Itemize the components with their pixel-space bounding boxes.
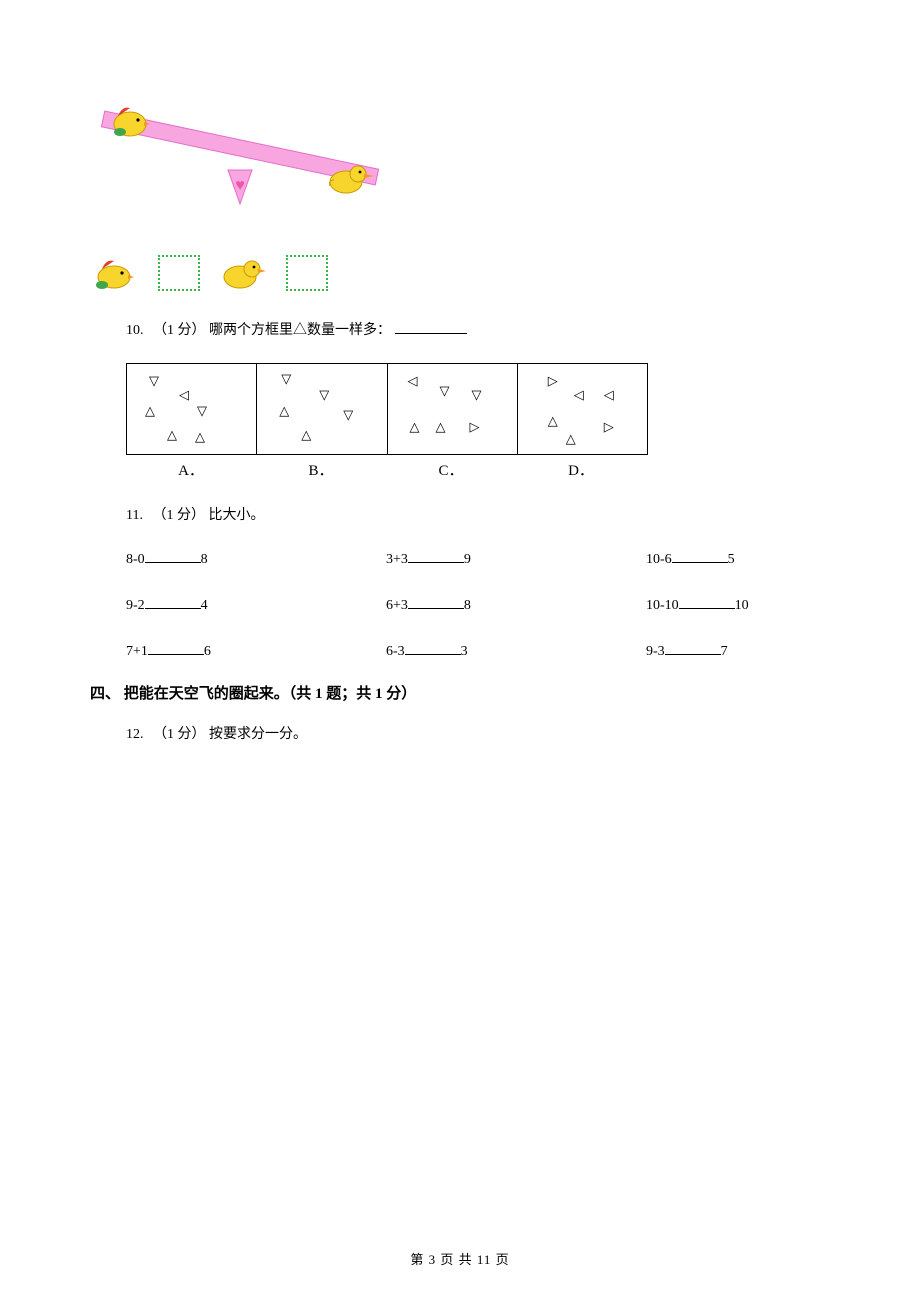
triangle-icon: △ — [279, 404, 289, 417]
triangle-icon: △ — [436, 420, 446, 433]
compare-cell: 7+1 6 — [126, 640, 386, 660]
q10-line: 10. （1 分） 哪两个方框里△数量一样多： — [126, 317, 830, 345]
q10-frame-label: A． — [126, 459, 256, 480]
seesaw-answer-row — [90, 253, 830, 293]
compare-cell: 10-10 10 — [646, 594, 866, 614]
q10-frame-labels: A．B．C．D． — [126, 459, 646, 480]
q12-number: 12. — [126, 727, 144, 742]
q10-frame-cell: ◁ ▽ ▽ △ △ ▷ — [388, 364, 518, 454]
triangle-icon: ▷ — [548, 374, 558, 387]
triangle-icon: ▽ — [149, 374, 159, 387]
q10-frame-cell: ▽ ▽ △ ▽ △ — [257, 364, 387, 454]
compare-cell: 8-0 8 — [126, 548, 386, 568]
compare-blank[interactable] — [405, 640, 461, 655]
triangle-icon: ◁ — [179, 388, 189, 401]
compare-cell: 6-3 3 — [386, 640, 646, 660]
q10-points: （1 分） — [153, 323, 206, 338]
compare-right: 9 — [464, 552, 471, 567]
compare-blank[interactable] — [148, 640, 204, 655]
triangle-icon: ▽ — [440, 384, 450, 397]
compare-blank[interactable] — [145, 594, 201, 609]
compare-left: 9-2 — [126, 598, 145, 613]
triangle-icon: ◁ — [408, 374, 418, 387]
compare-cell: 3+3 9 — [386, 548, 646, 568]
q10-text: 哪两个方框里△数量一样多： — [209, 323, 391, 338]
q10-number: 10. — [126, 323, 144, 338]
triangle-icon: ▽ — [281, 372, 291, 385]
compare-right: 10 — [735, 598, 749, 613]
seesaw-svg: ♥ — [90, 100, 400, 240]
q10-frame-label: D． — [516, 459, 646, 480]
triangle-icon: △ — [195, 430, 205, 443]
triangle-icon: △ — [410, 420, 420, 433]
hen-answer-box[interactable] — [158, 255, 200, 291]
compare-left: 6+3 — [386, 598, 408, 613]
compare-cell: 9-3 7 — [646, 640, 866, 660]
q11-points: （1 分） — [152, 508, 205, 523]
compare-cell: 6+3 8 — [386, 594, 646, 614]
compare-right: 4 — [201, 598, 208, 613]
triangle-icon: △ — [566, 432, 576, 445]
compare-cell: 9-2 4 — [126, 594, 386, 614]
triangle-icon: ◁ — [604, 388, 614, 401]
compare-right: 8 — [201, 552, 208, 567]
compare-blank[interactable] — [408, 548, 464, 563]
q12-line: 12. （1 分） 按要求分一分。 — [126, 721, 830, 749]
triangle-icon: ▽ — [343, 408, 353, 421]
duck-icon — [218, 253, 268, 293]
compare-left: 10-10 — [646, 598, 679, 613]
q11-text: 比大小。 — [208, 508, 264, 523]
triangle-icon: △ — [548, 414, 558, 427]
q11-compare-grid: 8-0 8 3+3 9 10-6 5 9-2 4 6+3 8 10-10 10 7+1 6 6-3 3 9-3 7 — [126, 548, 830, 660]
compare-right: 3 — [461, 644, 468, 659]
section4-heading: 四、 把能在天空飞的圈起来。（共 1 题；共 1 分） — [90, 682, 830, 703]
q12-text: 按要求分一分。 — [209, 727, 307, 742]
compare-left: 6-3 — [386, 644, 405, 659]
compare-left: 9-3 — [646, 644, 665, 659]
seesaw-illustration: ♥ — [90, 100, 830, 245]
compare-left: 7+1 — [126, 644, 148, 659]
triangle-icon: △ — [301, 428, 311, 441]
q10-frame-label: B． — [256, 459, 386, 480]
compare-right: 8 — [464, 598, 471, 613]
compare-blank[interactable] — [679, 594, 735, 609]
q10-frame-cell: ▽ ◁ △ ▽ △ △ — [127, 364, 257, 454]
q11-line: 11. （1 分） 比大小。 — [126, 502, 830, 530]
compare-left: 8-0 — [126, 552, 145, 567]
compare-cell: 10-6 5 — [646, 548, 866, 568]
compare-left: 10-6 — [646, 552, 672, 567]
q10-frame-label: C． — [386, 459, 516, 480]
q10-blank[interactable] — [395, 319, 467, 334]
triangle-icon: ▽ — [197, 404, 207, 417]
compare-blank[interactable] — [145, 548, 201, 563]
compare-blank[interactable] — [408, 594, 464, 609]
triangle-icon: ◁ — [574, 388, 584, 401]
triangle-icon: ▷ — [470, 420, 480, 433]
svg-text:♥: ♥ — [235, 177, 245, 194]
q10-triangle-frame: ▽ ◁ △ ▽ △ △ ▽ ▽ △ ▽ △ ◁ ▽ ▽ △ △ ▷ ▷ ◁ ◁ △ ▷ △ — [126, 363, 648, 455]
compare-right: 5 — [728, 552, 735, 567]
compare-blank[interactable] — [665, 640, 721, 655]
triangle-icon: ▷ — [604, 420, 614, 433]
compare-blank[interactable] — [672, 548, 728, 563]
hen-icon — [90, 253, 140, 293]
duck-answer-box[interactable] — [286, 255, 328, 291]
triangle-icon: △ — [167, 428, 177, 441]
triangle-icon: ▽ — [319, 388, 329, 401]
q10-frame-cell: ▷ ◁ ◁ △ ▷ △ — [518, 364, 647, 454]
compare-right: 7 — [721, 644, 728, 659]
q12-points: （1 分） — [153, 727, 206, 742]
triangle-icon: △ — [145, 404, 155, 417]
triangle-icon: ▽ — [472, 388, 482, 401]
q11-number: 11. — [126, 508, 143, 523]
compare-right: 6 — [204, 644, 211, 659]
compare-left: 3+3 — [386, 552, 408, 567]
page-footer: 第 3 页 共 11 页 — [0, 1249, 920, 1268]
